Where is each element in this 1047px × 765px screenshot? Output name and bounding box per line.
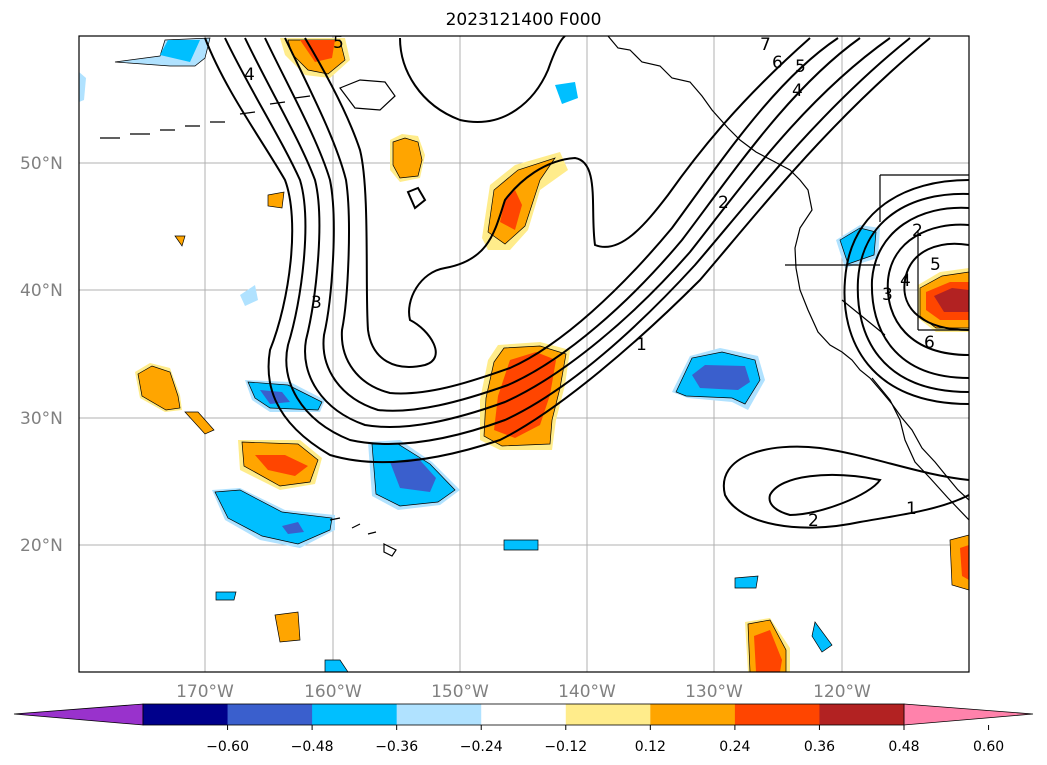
lat-label-40n: 40°N [20, 281, 63, 301]
colorbar-frame [142, 703, 905, 726]
colorbar-segment [481, 704, 567, 725]
contour-labels: 4 5 3 7 6 5 4 2 1 2 1 2 3 4 5 6 [244, 33, 941, 531]
contour-label: 1 [636, 335, 647, 355]
contour-label: 6 [924, 333, 935, 353]
colorbar-tick-label: −0.60 [206, 739, 249, 755]
colorbar: −0.60 −0.48 −0.36 −0.24 −0.12 0.12 0.24 0.36 0.4… [13, 703, 1034, 755]
contours [204, 36, 969, 529]
contour-label: 4 [792, 81, 803, 101]
contour-label: 6 [772, 53, 783, 73]
colorbar-segment [143, 704, 229, 725]
lon-label-170w: 170°W [176, 682, 234, 702]
colorbar-segment [734, 704, 820, 725]
colorbar-tick-label: 0.24 [719, 739, 750, 755]
colorbar-tick-label: 0.48 [888, 739, 919, 755]
colorbar-tick-label: 0.60 [973, 739, 1004, 755]
contour-label: 2 [808, 511, 819, 531]
contour-label: 5 [795, 57, 806, 77]
contour-label: 2 [912, 221, 923, 241]
lat-label-30n: 30°N [20, 409, 63, 429]
lat-label-20n: 20°N [20, 536, 63, 556]
contour-label: 5 [333, 33, 344, 53]
colorbar-extend-min [13, 703, 144, 726]
contour-label: 2 [718, 193, 729, 213]
contour-label: 4 [244, 65, 255, 85]
latitude-labels: 50°N 40°N 30°N 20°N [20, 154, 63, 556]
lon-label-130w: 130°W [685, 682, 743, 702]
lon-label-140w: 140°W [558, 682, 616, 702]
lon-label-150w: 150°W [431, 682, 489, 702]
contour-label: 7 [760, 35, 771, 55]
contour-label: 5 [930, 255, 941, 275]
colorbar-tick-label: −0.48 [291, 739, 334, 755]
colorbar-extend-max [903, 703, 1034, 726]
colorbar-segment [227, 704, 313, 725]
lon-label-120w: 120°W [813, 682, 871, 702]
contour-label: 1 [906, 499, 917, 519]
colorbar-segment [565, 704, 651, 725]
colorbar-tick-label: −0.12 [544, 739, 587, 755]
colorbar-tick-label: −0.36 [375, 739, 418, 755]
colorbar-segment [312, 704, 398, 725]
colorbar-segment [396, 704, 482, 725]
colorbar-tick-label: 0.12 [635, 739, 666, 755]
map-title: 2023121400 F000 [445, 10, 602, 30]
map-frame [78, 35, 970, 673]
longitude-labels: 170°W 160°W 150°W 140°W 130°W 120°W [176, 682, 871, 702]
lon-label-160w: 160°W [304, 682, 362, 702]
colorbar-tick-label: 0.36 [804, 739, 835, 755]
colorbar-tick-label: −0.24 [460, 739, 503, 755]
contour-label: 3 [311, 293, 322, 313]
lat-label-50n: 50°N [20, 154, 63, 174]
colorbar-segment [819, 704, 905, 725]
colorbar-segment [650, 704, 736, 725]
contour-label: 3 [882, 285, 893, 305]
contour-label: 4 [900, 271, 911, 291]
